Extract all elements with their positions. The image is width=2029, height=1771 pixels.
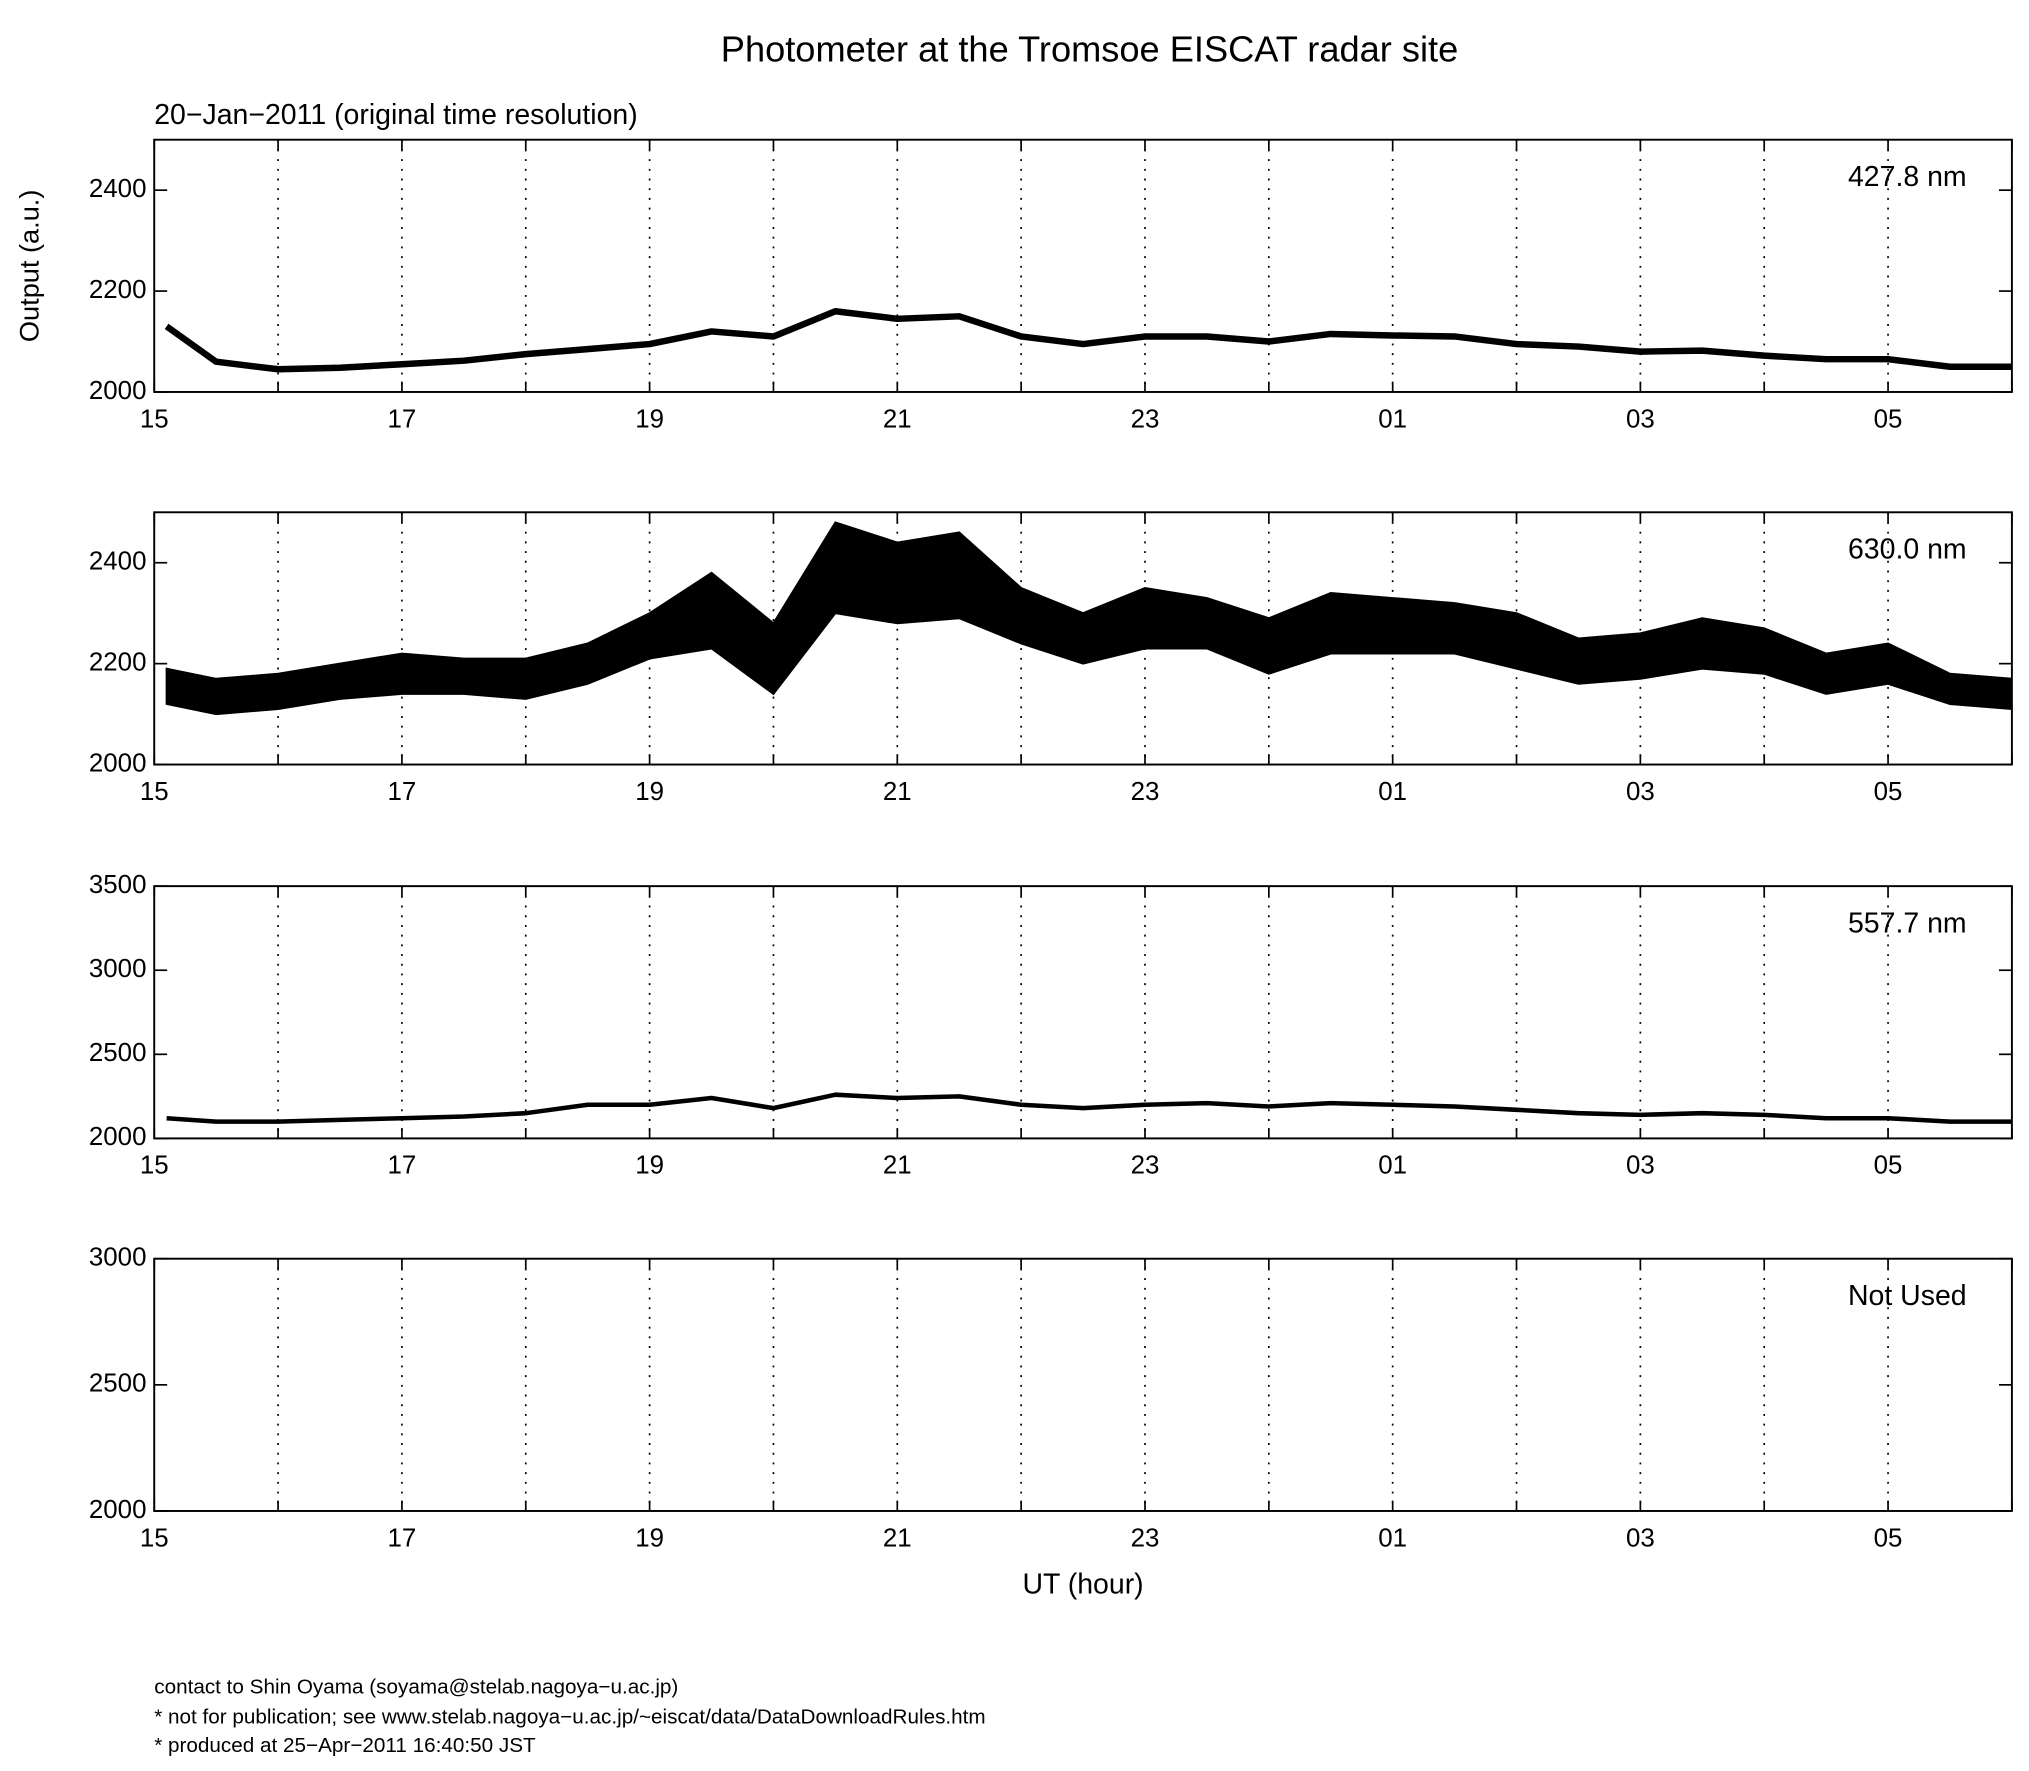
y-tick-label: 2500 <box>89 1039 147 1067</box>
y-axis-label: Output (a.u.) <box>14 190 45 342</box>
x-tick-label: 05 <box>1874 778 1903 806</box>
x-tick-label: 05 <box>1874 405 1903 433</box>
panel-label: 427.8 nm <box>1848 161 1967 193</box>
x-tick-label: 17 <box>388 1152 417 1180</box>
x-tick-label: 17 <box>388 778 417 806</box>
x-tick-label: 19 <box>635 778 664 806</box>
x-tick-label: 15 <box>140 405 169 433</box>
x-tick-label: 01 <box>1378 1524 1407 1552</box>
y-tick-label: 3000 <box>89 1244 147 1272</box>
plot-frame <box>153 138 2013 393</box>
x-tick-label: 15 <box>140 1152 169 1180</box>
data-band <box>165 521 2012 716</box>
x-tick-label: 01 <box>1378 778 1407 806</box>
y-tick-label: 2000 <box>89 1123 147 1151</box>
x-tick-label: 21 <box>883 405 912 433</box>
plot-frame <box>153 885 2013 1140</box>
panel-label: Not Used <box>1848 1280 1967 1312</box>
x-tick-label: 01 <box>1378 1152 1407 1180</box>
x-tick-label: 03 <box>1626 1152 1655 1180</box>
x-tick-label: 03 <box>1626 1524 1655 1552</box>
panel-label: 557.7 nm <box>1848 907 1967 939</box>
x-tick-label: 15 <box>140 1524 169 1552</box>
y-tick-label: 2000 <box>89 377 147 405</box>
x-tick-label: 17 <box>388 405 417 433</box>
x-tick-label: 23 <box>1131 405 1160 433</box>
y-tick-label: 2400 <box>89 548 147 576</box>
y-tick-label: 2000 <box>89 1496 147 1524</box>
footer-line: * not for publication; see www.stelab.na… <box>154 1705 985 1728</box>
x-tick-label: 19 <box>635 1152 664 1180</box>
x-tick-label: 19 <box>635 1524 664 1552</box>
x-tick-label: 17 <box>388 1524 417 1552</box>
x-tick-label: 15 <box>140 778 169 806</box>
x-tick-label: 03 <box>1626 778 1655 806</box>
x-tick-label: 23 <box>1131 778 1160 806</box>
chart-title: Photometer at the Tromsoe EISCAT radar s… <box>721 28 1458 69</box>
y-tick-label: 2400 <box>89 175 147 203</box>
x-axis-label: UT (hour) <box>1022 1569 1143 1601</box>
x-tick-label: 05 <box>1874 1524 1903 1552</box>
x-tick-label: 03 <box>1626 405 1655 433</box>
x-tick-label: 21 <box>883 778 912 806</box>
x-tick-label: 21 <box>883 1524 912 1552</box>
y-tick-label: 2200 <box>89 276 147 304</box>
y-tick-label: 3000 <box>89 955 147 983</box>
y-tick-label: 3500 <box>89 871 147 899</box>
subtitle: 20−Jan−2011 (original time resolution) <box>154 99 637 131</box>
x-tick-label: 23 <box>1131 1152 1160 1180</box>
plot-frame <box>153 511 2013 766</box>
x-tick-label: 01 <box>1378 405 1407 433</box>
data-line <box>164 308 2012 373</box>
plot-frame <box>153 1257 2013 1512</box>
x-tick-label: 19 <box>635 405 664 433</box>
x-tick-label: 23 <box>1131 1524 1160 1552</box>
y-tick-label: 2500 <box>89 1370 147 1398</box>
data-line <box>166 1092 2012 1124</box>
x-tick-label: 21 <box>883 1152 912 1180</box>
footer-line: * produced at 25−Apr−2011 16:40:50 JST <box>154 1734 536 1757</box>
y-tick-label: 2000 <box>89 749 147 777</box>
footer-line: contact to Shin Oyama (soyama@stelab.nag… <box>154 1676 678 1699</box>
x-tick-label: 05 <box>1874 1152 1903 1180</box>
panel-label: 630.0 nm <box>1848 534 1967 566</box>
y-tick-label: 2200 <box>89 648 147 676</box>
